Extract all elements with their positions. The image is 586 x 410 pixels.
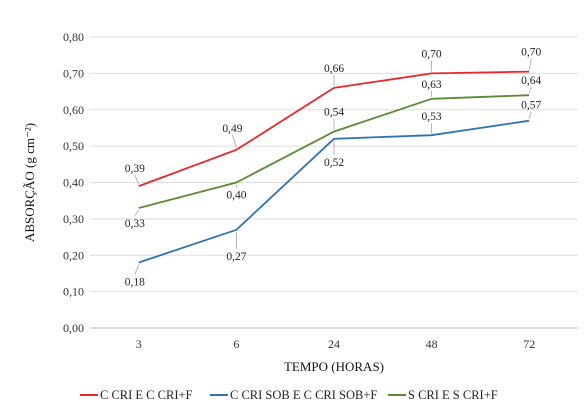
data-label: 0,70 (422, 48, 442, 60)
y-tick-label: 0,60 (63, 103, 84, 117)
x-axis-title: TEMPO (HORAS) (284, 359, 384, 374)
x-tick-labels: 3 6 24 48 72 (136, 337, 535, 351)
y-tick-label: 0,10 (63, 285, 84, 299)
legend-label: S CRI E S CRI+F (408, 388, 498, 402)
x-tick-label: 48 (426, 337, 438, 351)
y-tick-label: 0,70 (63, 66, 84, 80)
x-tick-label: 3 (136, 337, 142, 351)
data-label: 0,39 (125, 163, 145, 175)
y-tick-label: 0,30 (63, 212, 84, 226)
legend: C CRI E C CRI+F C CRI SOB E C CRI SOB+F S … (80, 388, 498, 402)
x-tick-label: 6 (233, 337, 239, 351)
leader-line (134, 209, 140, 217)
y-tick-label: 0,00 (63, 321, 84, 335)
series-line-3 (138, 94, 530, 209)
y-tick-label: 0,20 (63, 248, 84, 262)
leader-line (528, 87, 532, 94)
y-tick-label: 0,40 (63, 176, 84, 190)
y-tick-label: 0,80 (63, 30, 84, 44)
label-leader-lines (134, 58, 532, 275)
data-label: 0,64 (521, 75, 541, 87)
data-label: 0,54 (324, 107, 344, 119)
leader-line (528, 58, 532, 70)
data-label: 0,63 (422, 79, 442, 91)
leader-line (134, 174, 140, 185)
x-tick-label: 72 (523, 337, 535, 351)
leader-line (232, 134, 237, 148)
data-label: 0,40 (226, 190, 246, 202)
leader-line (528, 111, 532, 119)
series-line-2 (138, 119, 530, 264)
series-line-1 (138, 70, 530, 187)
data-label: 0,57 (521, 100, 541, 112)
legend-label: C CRI E C CRI+F (100, 388, 193, 402)
x-tick-label: 24 (328, 337, 340, 351)
data-label: 0,18 (125, 277, 145, 289)
y-tick-labels: 0,00 0,10 0,20 0,30 0,40 0,50 0,60 0,70 0,80 (63, 30, 84, 335)
data-label: 0,66 (324, 63, 344, 75)
data-label: 0,27 (226, 251, 246, 263)
data-label: 0,70 (521, 47, 541, 59)
series-lines (138, 70, 530, 264)
data-label: 0,49 (222, 123, 242, 135)
data-label: 0,53 (422, 111, 442, 123)
data-labels: 0,39 0,49 0,66 0,70 0,70 0,18 0,27 0,52 0,53 0,57… (125, 47, 542, 289)
data-label: 0,33 (125, 218, 145, 230)
y-axis-title: ABSORÇÃO (g cm⁻²) (22, 123, 37, 242)
data-label: 0,52 (324, 157, 344, 169)
legend-label: C CRI SOB E C CRI SOB+F (230, 388, 377, 402)
leader-line (134, 264, 140, 275)
y-tick-label: 0,50 (63, 139, 84, 153)
